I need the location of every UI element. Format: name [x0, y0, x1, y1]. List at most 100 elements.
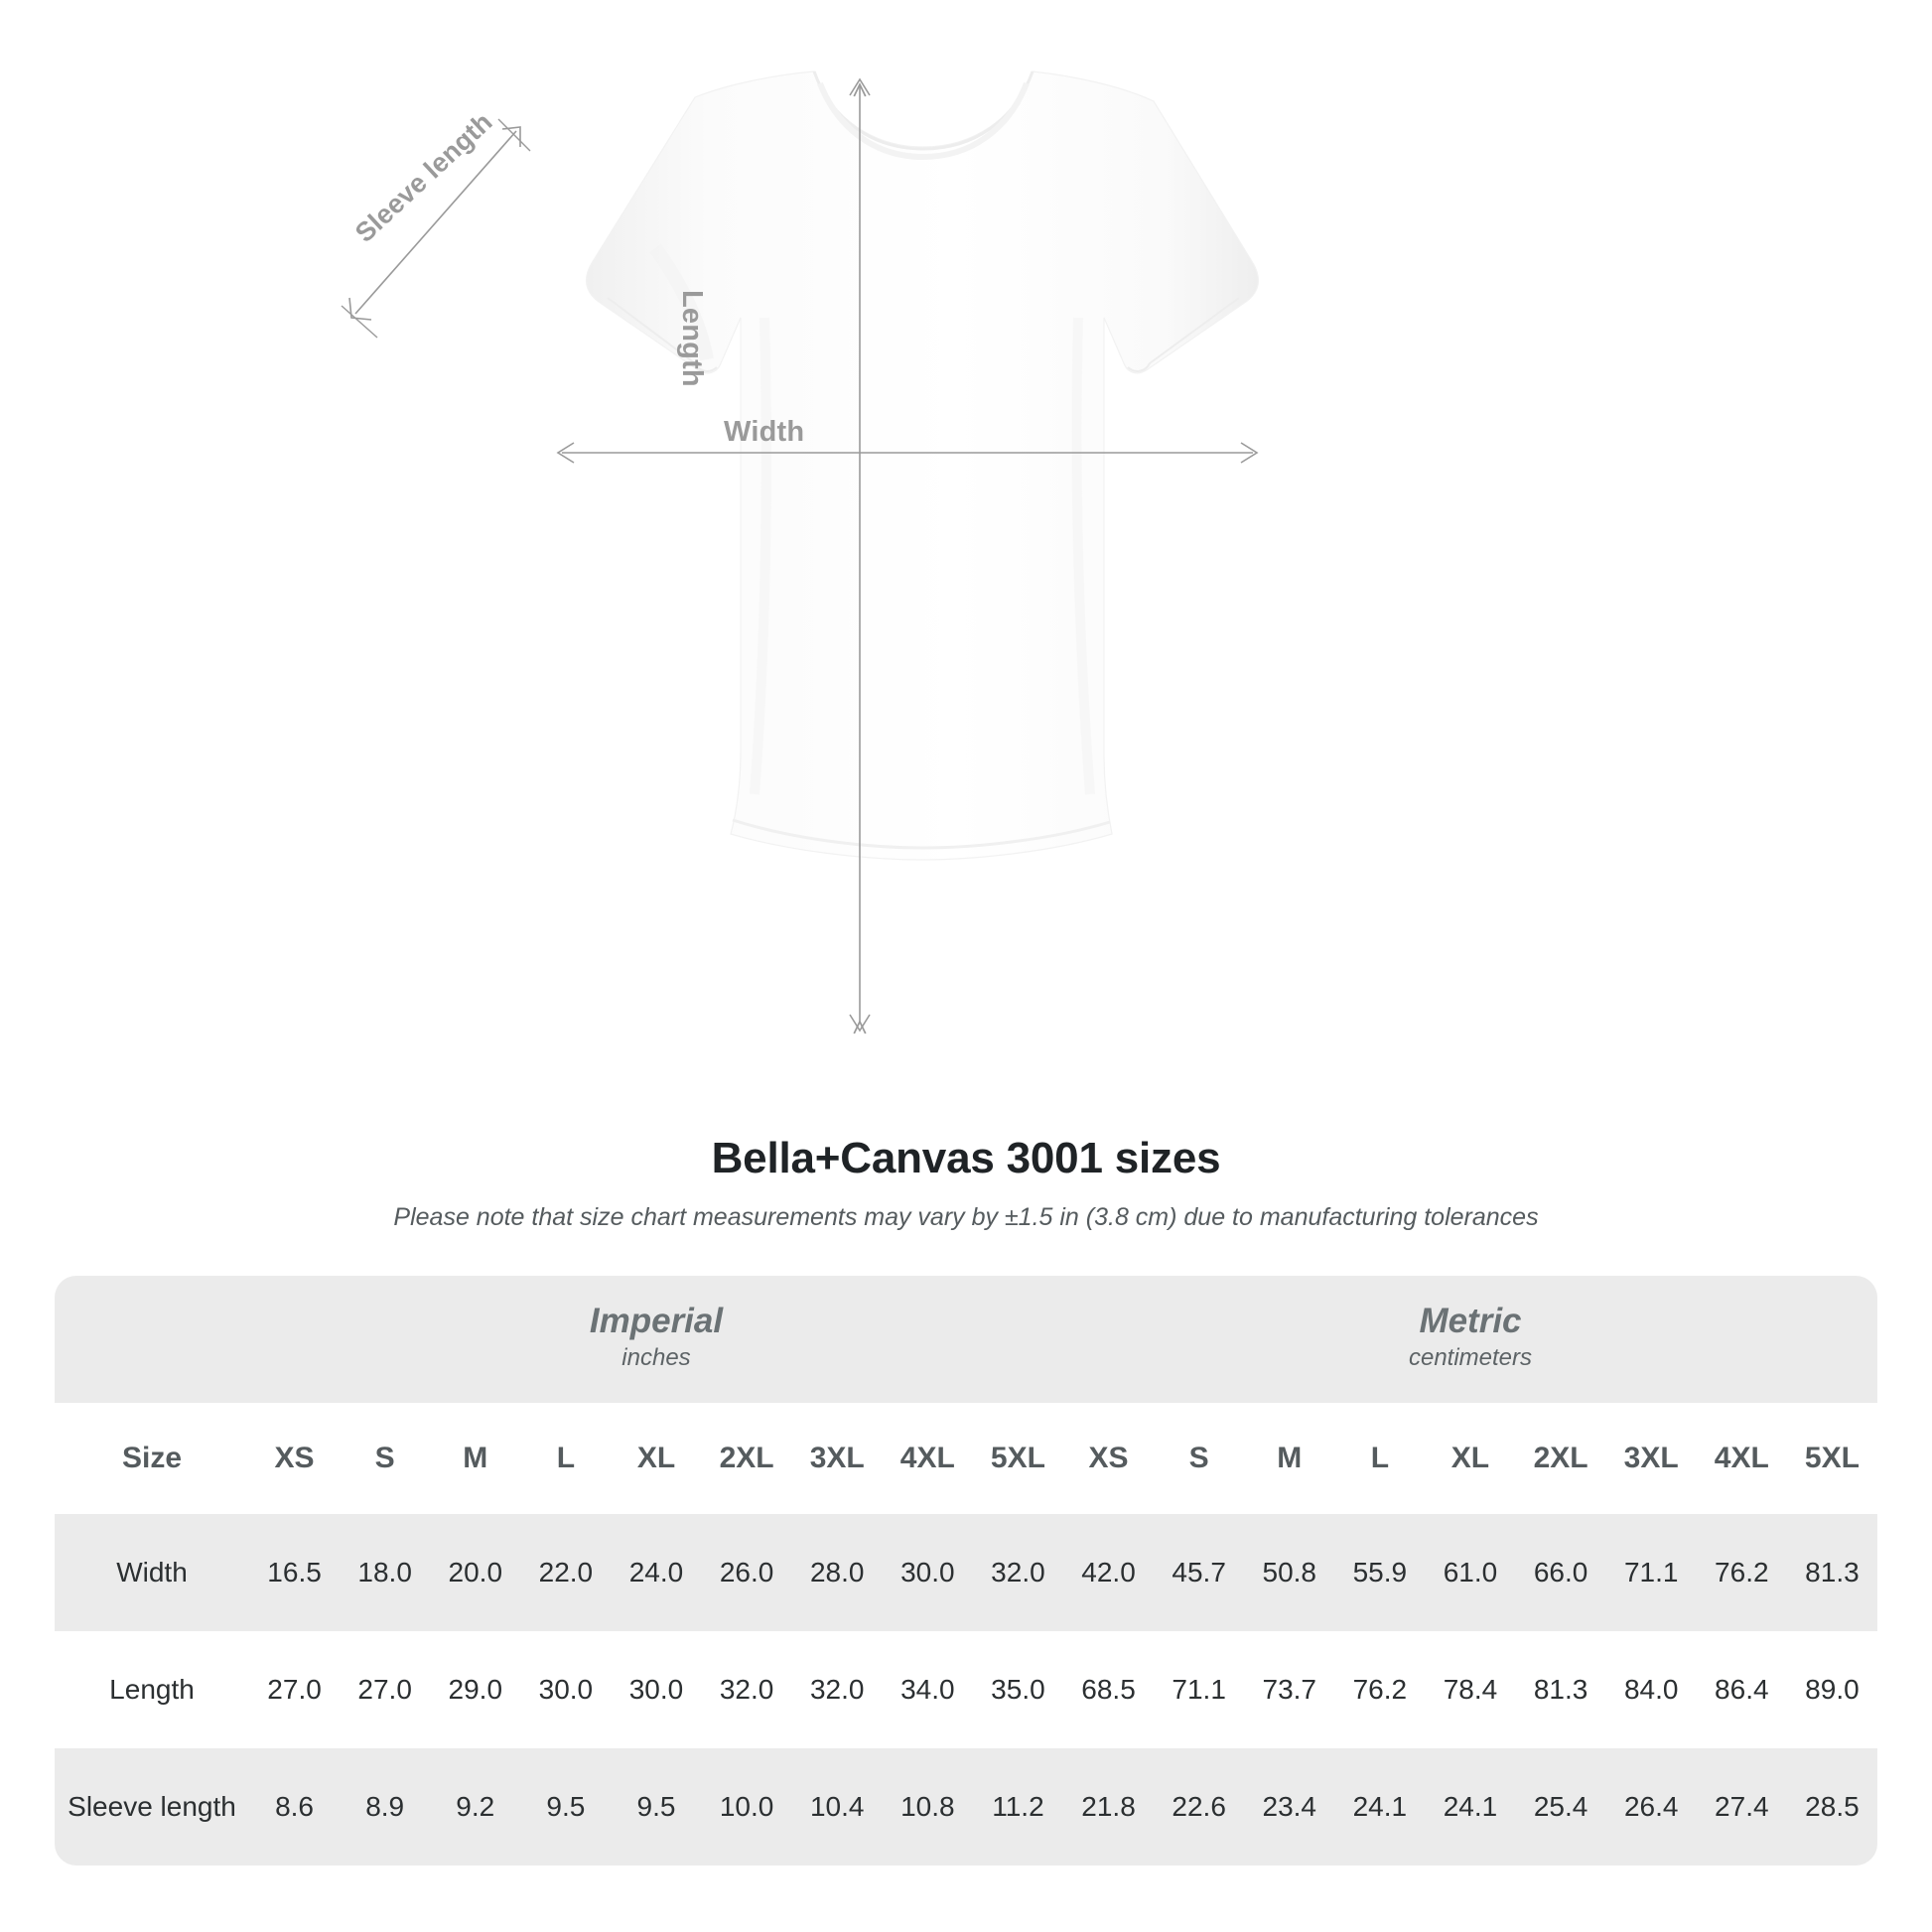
size-header-cell-imperial-3xl: 3XL [809, 1442, 865, 1474]
cell-length-imperial-5xl: 35.0 [991, 1674, 1045, 1705]
cell-length-metric-s: 71.1 [1172, 1674, 1226, 1705]
sleeve-length-arrow [341, 118, 531, 339]
page-subtitle: Please note that size chart measurements… [393, 1203, 1539, 1231]
cell-width-imperial-4xl: 30.0 [900, 1557, 955, 1587]
cell-width-metric-3xl: 71.1 [1623, 1557, 1679, 1587]
cell-width-imperial-s: 18.0 [357, 1557, 412, 1587]
cell-sleeve-length-imperial-l: 9.5 [546, 1791, 586, 1822]
size-header-cell-metric-m: M [1277, 1442, 1303, 1474]
cell-length-imperial-s: 27.0 [357, 1674, 412, 1705]
cell-sleeve-length-metric-xs: 21.8 [1081, 1791, 1136, 1822]
cell-sleeve-length-metric-5xl: 28.5 [1805, 1791, 1860, 1822]
table-row: Width 16.5 18.0 20.0 22.0 24.0 26.0 28.0 30.0 32.… [55, 1514, 1877, 1631]
size-header-cell-imperial-4xl: 4XL [899, 1442, 955, 1474]
cell-width-metric-4xl: 76.2 [1715, 1557, 1769, 1587]
cell-length-imperial-4xl: 34.0 [900, 1674, 955, 1705]
cell-sleeve-length-imperial-m: 9.2 [456, 1791, 495, 1822]
unit-metric-name: Metric [1419, 1302, 1522, 1341]
cell-length-imperial-3xl: 32.0 [809, 1674, 865, 1705]
cell-length-metric-3xl: 84.0 [1623, 1674, 1679, 1705]
size-header-cell-metric-5xl: 5XL [1804, 1442, 1860, 1474]
cell-width-imperial-2xl: 26.0 [719, 1557, 774, 1587]
size-header-cell-imperial-xs: XS [274, 1442, 315, 1474]
page-title: Bella+Canvas 3001 sizes [711, 1134, 1221, 1182]
cell-width-imperial-xl: 24.0 [628, 1557, 684, 1587]
cell-length-imperial-xl: 30.0 [628, 1674, 684, 1705]
size-header-row: Size XS S M L XL 2XL 3XL 4XL 5XL XS S M L XL 2XL 3XL 4XL… [55, 1403, 1877, 1514]
cell-sleeve-length-metric-2xl: 25.4 [1533, 1791, 1588, 1822]
cell-length-metric-xs: 68.5 [1081, 1674, 1136, 1705]
size-header-cell-metric-3xl: 3XL [1623, 1442, 1679, 1474]
cell-length-metric-l: 76.2 [1352, 1674, 1408, 1705]
cell-length-metric-2xl: 81.3 [1533, 1674, 1588, 1705]
cell-sleeve-length-metric-l: 24.1 [1352, 1791, 1408, 1822]
table-row: Length 27.0 27.0 29.0 30.0 30.0 32.0 32.0 34.0 35… [55, 1631, 1877, 1748]
cell-width-imperial-xs: 16.5 [267, 1557, 322, 1587]
length-arrow-heads [849, 77, 871, 1033]
size-header-cell-metric-xl: XL [1450, 1442, 1490, 1474]
cell-sleeve-length-metric-xl: 24.1 [1443, 1791, 1498, 1822]
cell-length-imperial-l: 30.0 [538, 1674, 594, 1705]
size-header-cell-imperial-s: S [374, 1442, 395, 1474]
size-header-cell-imperial-xl: XL [636, 1442, 676, 1474]
size-header-cell-imperial-l: L [556, 1442, 576, 1474]
size-chart-table-container: Imperial inches Metric centimeters Size … [55, 1276, 1877, 1865]
unit-group-imperial: Imperial inches [249, 1276, 1063, 1403]
cell-sleeve-length-metric-4xl: 27.4 [1715, 1791, 1769, 1822]
cell-length-metric-m: 73.7 [1262, 1674, 1317, 1705]
size-chart-table: Imperial inches Metric centimeters Size … [55, 1276, 1877, 1865]
tshirt-body-shape [585, 70, 1260, 861]
tshirt-graphic [341, 70, 1260, 1112]
cell-sleeve-length-metric-m: 23.4 [1262, 1791, 1317, 1822]
cell-width-imperial-m: 20.0 [448, 1557, 503, 1587]
size-header-cell-metric-4xl: 4XL [1714, 1442, 1769, 1474]
cell-sleeve-length-metric-s: 22.6 [1172, 1791, 1226, 1822]
cell-length-imperial-2xl: 32.0 [719, 1674, 774, 1705]
width-dimension-label: Width [724, 416, 805, 448]
cell-width-metric-s: 45.7 [1172, 1557, 1226, 1587]
unit-group-row: Imperial inches Metric centimeters [55, 1276, 1877, 1403]
cell-length-metric-4xl: 86.4 [1715, 1674, 1769, 1705]
cell-width-imperial-5xl: 32.0 [991, 1557, 1045, 1587]
cell-length-imperial-xs: 27.0 [267, 1674, 322, 1705]
size-header-cell-metric-xs: XS [1088, 1442, 1129, 1474]
cell-width-metric-m: 50.8 [1262, 1557, 1317, 1587]
cell-sleeve-length-imperial-4xl: 10.8 [900, 1791, 955, 1822]
cell-width-metric-5xl: 81.3 [1805, 1557, 1860, 1587]
unit-metric-sub: centimeters [1408, 1344, 1533, 1372]
size-header-cell-metric-l: L [1370, 1442, 1390, 1474]
unit-spacer-cell [55, 1276, 249, 1403]
cell-sleeve-length-imperial-5xl: 11.2 [992, 1791, 1044, 1822]
cell-sleeve-length-imperial-xs: 8.6 [275, 1791, 315, 1822]
cell-width-metric-l: 55.9 [1352, 1557, 1408, 1587]
cell-sleeve-length-metric-3xl: 26.4 [1623, 1791, 1679, 1822]
unit-imperial-name: Imperial [589, 1302, 724, 1341]
width-arrow [556, 442, 1259, 464]
cell-width-imperial-l: 22.0 [538, 1557, 594, 1587]
cell-sleeve-length-imperial-s: 8.9 [365, 1791, 405, 1822]
size-header-cell-metric-s: S [1188, 1442, 1209, 1474]
unit-imperial-sub: inches [621, 1344, 691, 1372]
size-header-cell-imperial-m: M [463, 1442, 488, 1474]
length-dimension-label: Length [676, 290, 708, 387]
size-header-cell-imperial-2xl: 2XL [719, 1442, 774, 1474]
cell-width-imperial-3xl: 28.0 [809, 1557, 865, 1587]
cell-length-imperial-m: 29.0 [448, 1674, 503, 1705]
cell-length-metric-5xl: 89.0 [1805, 1674, 1860, 1705]
row-label-width: Width [116, 1557, 188, 1587]
cell-length-metric-xl: 78.4 [1443, 1674, 1498, 1705]
size-header-cell-imperial-5xl: 5XL [990, 1442, 1045, 1474]
cell-sleeve-length-imperial-3xl: 10.4 [809, 1791, 865, 1822]
cell-sleeve-length-imperial-xl: 9.5 [636, 1791, 676, 1822]
unit-group-metric: Metric centimeters [1063, 1276, 1877, 1403]
table-row: Sleeve length 8.6 8.9 9.2 9.5 9.5 10.0 10.4 10.8… [55, 1748, 1877, 1865]
size-header-label: Size [121, 1442, 183, 1474]
cell-width-metric-2xl: 66.0 [1533, 1557, 1588, 1587]
row-label-length: Length [109, 1674, 195, 1705]
cell-width-metric-xl: 61.0 [1443, 1557, 1498, 1587]
cell-sleeve-length-imperial-2xl: 10.0 [719, 1791, 774, 1822]
tshirt-illustration: Sleeve length Length Width [341, 70, 1260, 1112]
size-header-cell-metric-2xl: 2XL [1533, 1442, 1588, 1474]
row-label-sleeve-length: Sleeve length [68, 1791, 236, 1822]
